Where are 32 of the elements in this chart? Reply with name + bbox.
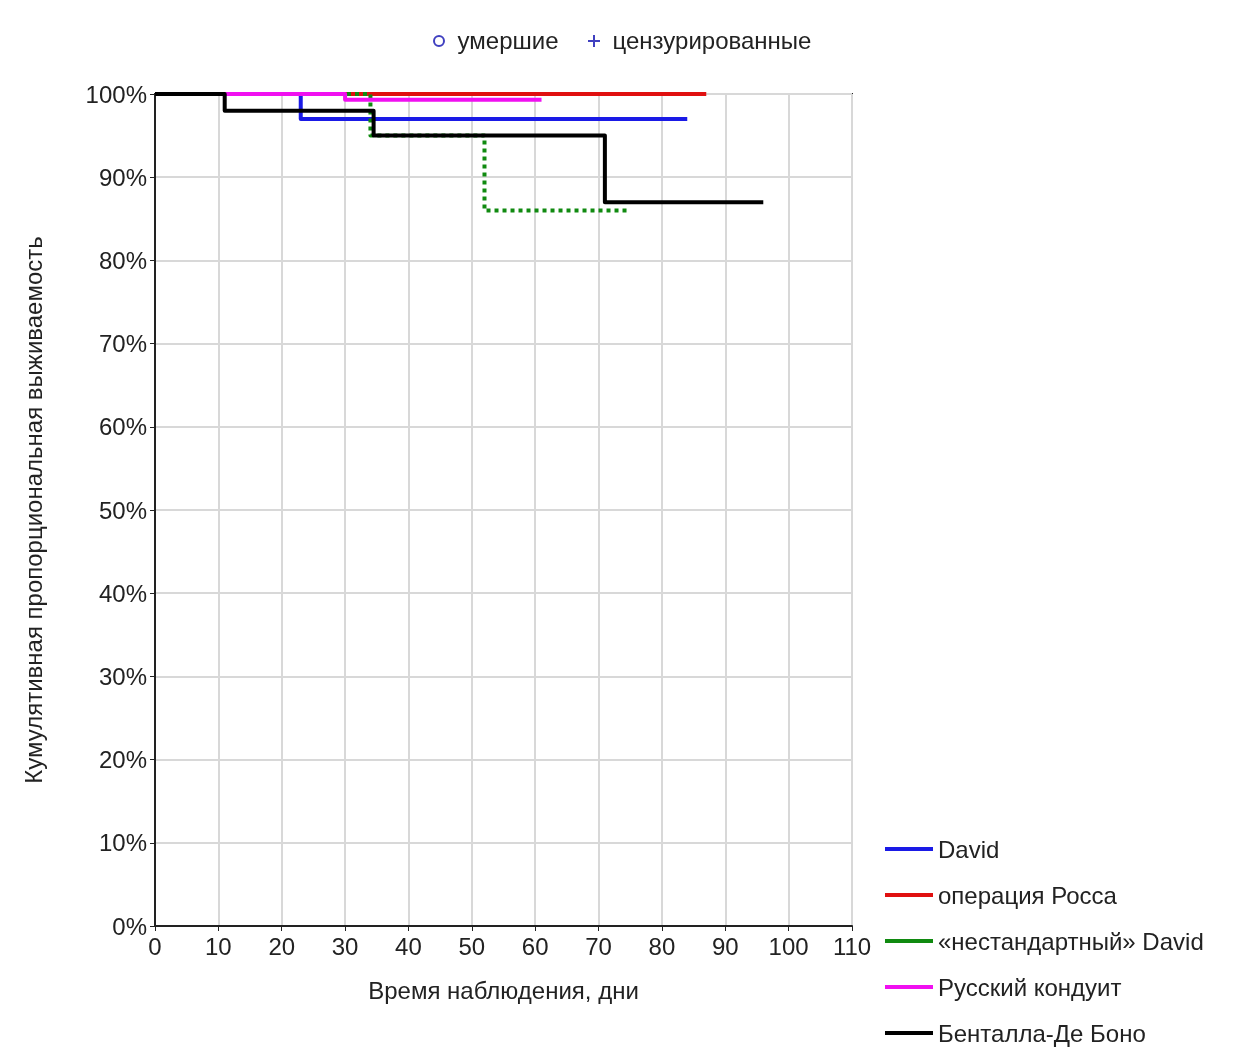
y-tick-label: 20% [98, 746, 147, 774]
x-tick-label: 50 [458, 932, 486, 960]
legend-label: операция Росса [938, 881, 1118, 909]
x-tick-label: 10 [205, 932, 232, 960]
y-tick-label: 90% [98, 163, 147, 191]
legend-label: Бенталла-Де Боно [938, 1019, 1146, 1047]
y-tick-label: 50% [98, 496, 147, 524]
x-tick-label: 30 [331, 932, 359, 960]
y-tick-label: 100% [85, 80, 147, 108]
legend-label: «нестандартный» David [938, 927, 1204, 955]
y-tick-label: 30% [98, 662, 147, 690]
y-axis-title: Кумулятивная пропорциональная выживаемость [19, 236, 47, 784]
x-tick-label: 60 [521, 932, 549, 960]
y-tick-label: 10% [98, 829, 147, 857]
text: умершие [456, 27, 559, 55]
x-tick-label: 70 [585, 932, 612, 960]
x-tick-label: 80 [648, 932, 676, 960]
y-tick-label: 40% [98, 579, 147, 607]
x-tick-label: 20 [268, 932, 296, 960]
x-tick-label: 110 [832, 932, 872, 960]
x-tick-label: 100 [768, 932, 809, 960]
text: цензурированные [611, 27, 812, 55]
y-tick-label: 70% [98, 330, 147, 358]
x-tick-label: 0 [148, 932, 162, 960]
legend-label: Русский кондуит [938, 973, 1122, 1001]
y-tick-label: 0% [112, 912, 147, 940]
x-tick-label: 90 [711, 932, 739, 960]
x-axis-title: Время наблюдения, дни [368, 976, 639, 1004]
y-tick-label: 80% [98, 246, 147, 274]
y-tick-label: 60% [98, 413, 147, 441]
legend-label: David [938, 835, 1000, 863]
x-tick-label: 40 [395, 932, 422, 960]
